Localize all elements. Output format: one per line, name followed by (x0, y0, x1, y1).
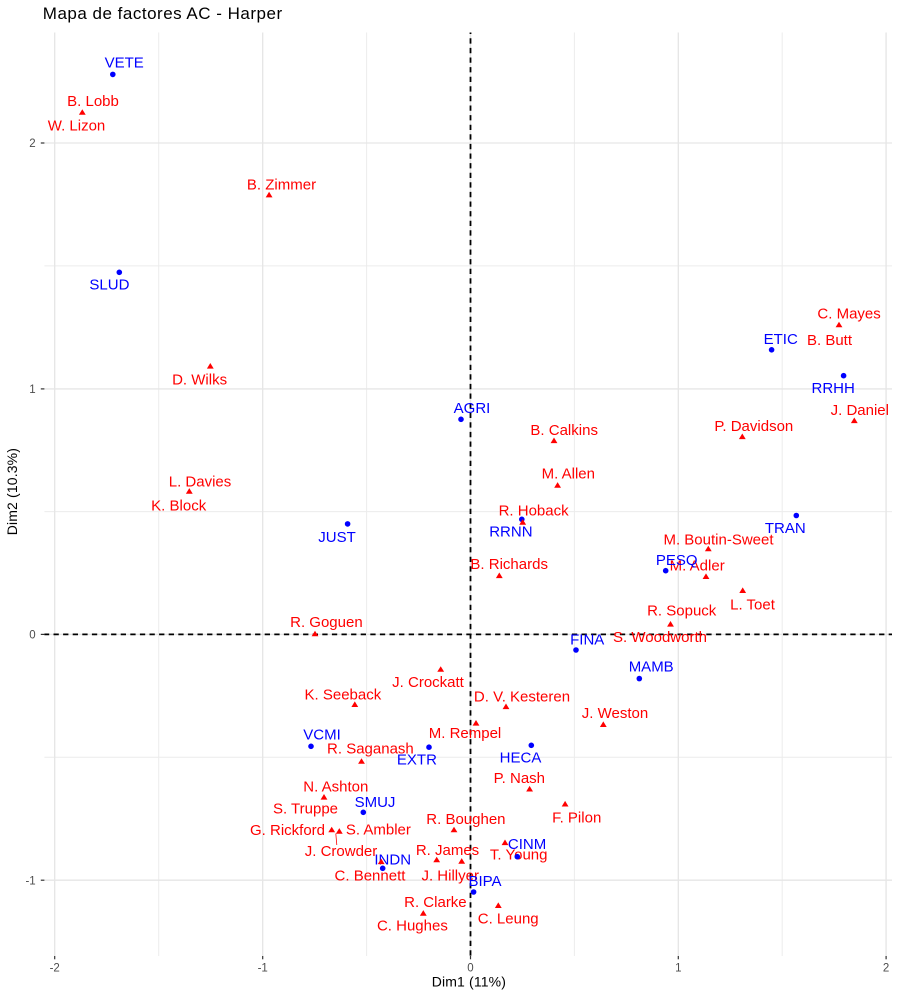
svg-text:ETIC: ETIC (764, 331, 798, 348)
svg-text:PESQ: PESQ (656, 552, 698, 569)
svg-text:RRNN: RRNN (489, 524, 532, 541)
svg-text:FINA: FINA (570, 632, 604, 649)
svg-text:N. Ashton: N. Ashton (303, 779, 368, 796)
svg-text:SMUJ: SMUJ (355, 794, 396, 811)
svg-text:B. Zimmer: B. Zimmer (247, 177, 316, 194)
svg-text:M. Boutin-Sweet: M. Boutin-Sweet (663, 531, 774, 548)
svg-text:INDN: INDN (374, 852, 411, 869)
svg-text:2: 2 (883, 963, 889, 975)
svg-text:R. Boughen: R. Boughen (426, 811, 505, 828)
svg-text:HECA: HECA (500, 750, 542, 767)
svg-text:1: 1 (675, 963, 681, 975)
svg-text:TRAN: TRAN (765, 520, 806, 537)
svg-text:CINM: CINM (508, 836, 546, 853)
svg-text:C. Hughes: C. Hughes (377, 918, 448, 935)
svg-text:B. Lobb: B. Lobb (67, 93, 119, 110)
svg-text:-2: -2 (50, 963, 60, 975)
svg-text:D. V. Kesteren: D. V. Kesteren (474, 688, 570, 705)
svg-text:-1: -1 (25, 875, 35, 887)
svg-text:AGRI: AGRI (454, 400, 491, 417)
svg-text:EXTR: EXTR (397, 751, 437, 768)
svg-text:MAMB: MAMB (629, 659, 674, 676)
svg-text:J. Daniel: J. Daniel (831, 402, 889, 419)
svg-text:B. Calkins: B. Calkins (530, 422, 598, 439)
svg-text:P. Nash: P. Nash (494, 770, 545, 787)
svg-text:B. Butt: B. Butt (807, 332, 853, 349)
svg-text:R. Saganash: R. Saganash (327, 741, 414, 758)
svg-text:P. Davidson: P. Davidson (714, 418, 793, 435)
svg-text:S. Woodworth: S. Woodworth (613, 629, 707, 646)
svg-text:D. Wilks: D. Wilks (172, 371, 227, 388)
svg-text:F. Pilon: F. Pilon (552, 809, 601, 826)
svg-text:R. Sopuck: R. Sopuck (647, 603, 717, 620)
svg-text:K. Block: K. Block (151, 497, 207, 514)
svg-text:M. Allen: M. Allen (542, 466, 595, 483)
svg-text:C. Mayes: C. Mayes (817, 306, 880, 323)
svg-text:C. Bennett: C. Bennett (335, 867, 407, 884)
svg-text:Dim1 (11%): Dim1 (11%) (432, 974, 506, 990)
svg-text:M. Adler: M. Adler (670, 558, 725, 575)
svg-text:K. Seeback: K. Seeback (305, 687, 382, 704)
svg-text:R. Goguen: R. Goguen (290, 614, 363, 631)
svg-text:VETE: VETE (105, 55, 144, 72)
svg-text:Dim2 (10.3%): Dim2 (10.3%) (4, 448, 20, 535)
svg-text:0: 0 (29, 630, 35, 642)
svg-text:R. Hoback: R. Hoback (499, 502, 570, 519)
svg-text:G. Rickford: G. Rickford (250, 822, 325, 839)
svg-text:SLUD: SLUD (89, 277, 129, 294)
svg-text:B. Richards: B. Richards (470, 556, 548, 573)
svg-text:BIPA: BIPA (468, 873, 501, 890)
svg-text:JUST: JUST (318, 529, 356, 546)
svg-text:W. Lizon: W. Lizon (48, 118, 106, 135)
svg-text:L. Toet: L. Toet (730, 597, 776, 614)
svg-text:C. Leung: C. Leung (478, 910, 539, 927)
svg-text:0: 0 (467, 963, 473, 975)
svg-text:VCMI: VCMI (303, 727, 341, 744)
svg-text:R. Clarke: R. Clarke (404, 894, 467, 911)
svg-text:J. Crockatt: J. Crockatt (392, 674, 465, 691)
svg-text:2: 2 (29, 138, 35, 150)
svg-text:L. Davies: L. Davies (169, 473, 232, 490)
svg-text:M. Rempel: M. Rempel (429, 725, 502, 742)
svg-text:J. Weston: J. Weston (582, 705, 648, 722)
svg-text:J. Crowder: J. Crowder (305, 843, 378, 860)
svg-text:S. Ambler: S. Ambler (346, 821, 411, 838)
svg-text:RRHH: RRHH (812, 380, 855, 397)
svg-text:1: 1 (29, 384, 35, 396)
svg-text:J. Hillyer: J. Hillyer (421, 867, 479, 884)
svg-text:-1: -1 (258, 963, 268, 975)
svg-text:Mapa de factores AC - Harper: Mapa de factores AC - Harper (43, 4, 283, 23)
svg-text:S. Truppe: S. Truppe (273, 801, 338, 818)
svg-text:R. James: R. James (416, 842, 479, 859)
